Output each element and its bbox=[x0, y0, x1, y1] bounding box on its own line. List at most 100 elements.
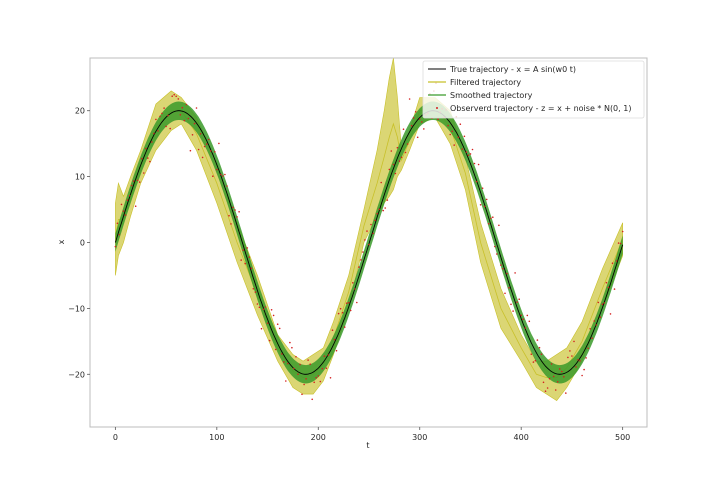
observed-point bbox=[477, 163, 480, 166]
observed-point bbox=[272, 314, 275, 317]
observed-point bbox=[453, 144, 456, 146]
observed-point bbox=[595, 324, 598, 326]
observed-point bbox=[615, 260, 618, 262]
observed-point bbox=[506, 272, 508, 275]
observed-point bbox=[126, 199, 129, 201]
observed-point bbox=[376, 212, 378, 215]
observed-point bbox=[226, 185, 228, 187]
observed-point bbox=[520, 314, 522, 317]
observed-point bbox=[483, 205, 486, 208]
observed-point bbox=[157, 130, 159, 132]
observed-point bbox=[242, 249, 244, 251]
observed-point bbox=[250, 267, 253, 270]
observed-point bbox=[155, 118, 157, 121]
observed-point bbox=[333, 338, 336, 341]
observed-point bbox=[465, 151, 468, 153]
observed-point bbox=[307, 359, 309, 361]
observed-point bbox=[565, 392, 567, 394]
observed-point bbox=[386, 199, 389, 201]
observed-point bbox=[134, 205, 137, 207]
observed-point bbox=[207, 138, 210, 141]
observed-point bbox=[256, 303, 259, 305]
y-tick-label: 0 bbox=[80, 239, 85, 248]
observed-point bbox=[554, 389, 557, 391]
observed-point bbox=[295, 356, 297, 358]
observed-point bbox=[289, 341, 291, 344]
observed-point bbox=[132, 180, 135, 182]
observed-point bbox=[605, 281, 608, 284]
observed-point bbox=[315, 376, 318, 379]
observed-point bbox=[512, 310, 514, 312]
observed-point bbox=[362, 251, 364, 253]
observed-point bbox=[205, 143, 208, 145]
observed-point bbox=[343, 326, 346, 328]
observed-point bbox=[372, 232, 374, 235]
true-trajectory-line bbox=[115, 110, 624, 375]
x-tick-label: 300 bbox=[412, 433, 427, 442]
observed-point bbox=[573, 340, 575, 343]
observed-point bbox=[364, 239, 366, 241]
observed-point bbox=[408, 98, 411, 100]
observed-point bbox=[496, 253, 498, 255]
observed-point bbox=[201, 156, 204, 159]
y-axis-label: x bbox=[57, 239, 66, 244]
observed-point bbox=[165, 125, 167, 128]
observed-point bbox=[199, 133, 202, 135]
observed-point bbox=[118, 233, 121, 236]
observed-point bbox=[278, 327, 281, 330]
observed-point bbox=[542, 381, 545, 384]
observed-point bbox=[274, 348, 277, 351]
observed-point bbox=[254, 291, 257, 293]
observed-point bbox=[297, 373, 299, 376]
observed-point bbox=[140, 157, 143, 160]
observed-point bbox=[469, 153, 472, 155]
y-tick-label: 10 bbox=[75, 173, 85, 182]
legend-label-smoothed: Smoothed trajectory bbox=[450, 91, 533, 100]
observed-point bbox=[370, 223, 372, 226]
observed-point bbox=[309, 363, 312, 366]
observed-point bbox=[500, 264, 502, 266]
observed-point bbox=[151, 141, 153, 143]
observed-point bbox=[402, 128, 405, 130]
observed-point bbox=[161, 112, 163, 115]
observed-point bbox=[603, 302, 606, 304]
observed-point bbox=[528, 320, 531, 323]
observed-point bbox=[327, 354, 330, 356]
observed-point bbox=[467, 154, 470, 156]
observed-point bbox=[220, 173, 222, 176]
observed-point bbox=[305, 378, 307, 380]
observed-point bbox=[579, 360, 581, 362]
observed-point bbox=[414, 111, 417, 113]
observed-point bbox=[203, 145, 206, 148]
observed-point bbox=[299, 363, 301, 366]
observed-point bbox=[331, 329, 334, 332]
observed-point bbox=[368, 243, 370, 246]
observed-point bbox=[122, 210, 125, 212]
observed-point bbox=[124, 214, 127, 216]
observed-point bbox=[128, 194, 131, 197]
observed-point bbox=[345, 302, 348, 305]
observed-point bbox=[619, 242, 622, 245]
observed-point bbox=[337, 312, 340, 315]
observed-point bbox=[224, 173, 226, 176]
observed-point bbox=[421, 121, 423, 123]
observed-point bbox=[145, 147, 147, 150]
observed-point bbox=[410, 124, 413, 127]
observed-point bbox=[487, 222, 490, 225]
observed-point bbox=[339, 307, 342, 310]
observed-point bbox=[601, 303, 604, 306]
observed-point bbox=[218, 142, 220, 145]
observed-point bbox=[159, 115, 161, 118]
observed-point bbox=[270, 309, 273, 311]
observed-point bbox=[587, 347, 589, 350]
observed-point bbox=[352, 282, 354, 284]
observed-point bbox=[536, 339, 539, 341]
observed-point bbox=[471, 148, 474, 151]
observed-point bbox=[258, 306, 261, 309]
observed-point bbox=[406, 143, 409, 145]
observed-point bbox=[149, 160, 151, 163]
observed-point bbox=[540, 353, 543, 356]
x-tick-label: 500 bbox=[615, 433, 630, 442]
observed-point bbox=[301, 393, 303, 396]
observed-point bbox=[191, 134, 194, 136]
